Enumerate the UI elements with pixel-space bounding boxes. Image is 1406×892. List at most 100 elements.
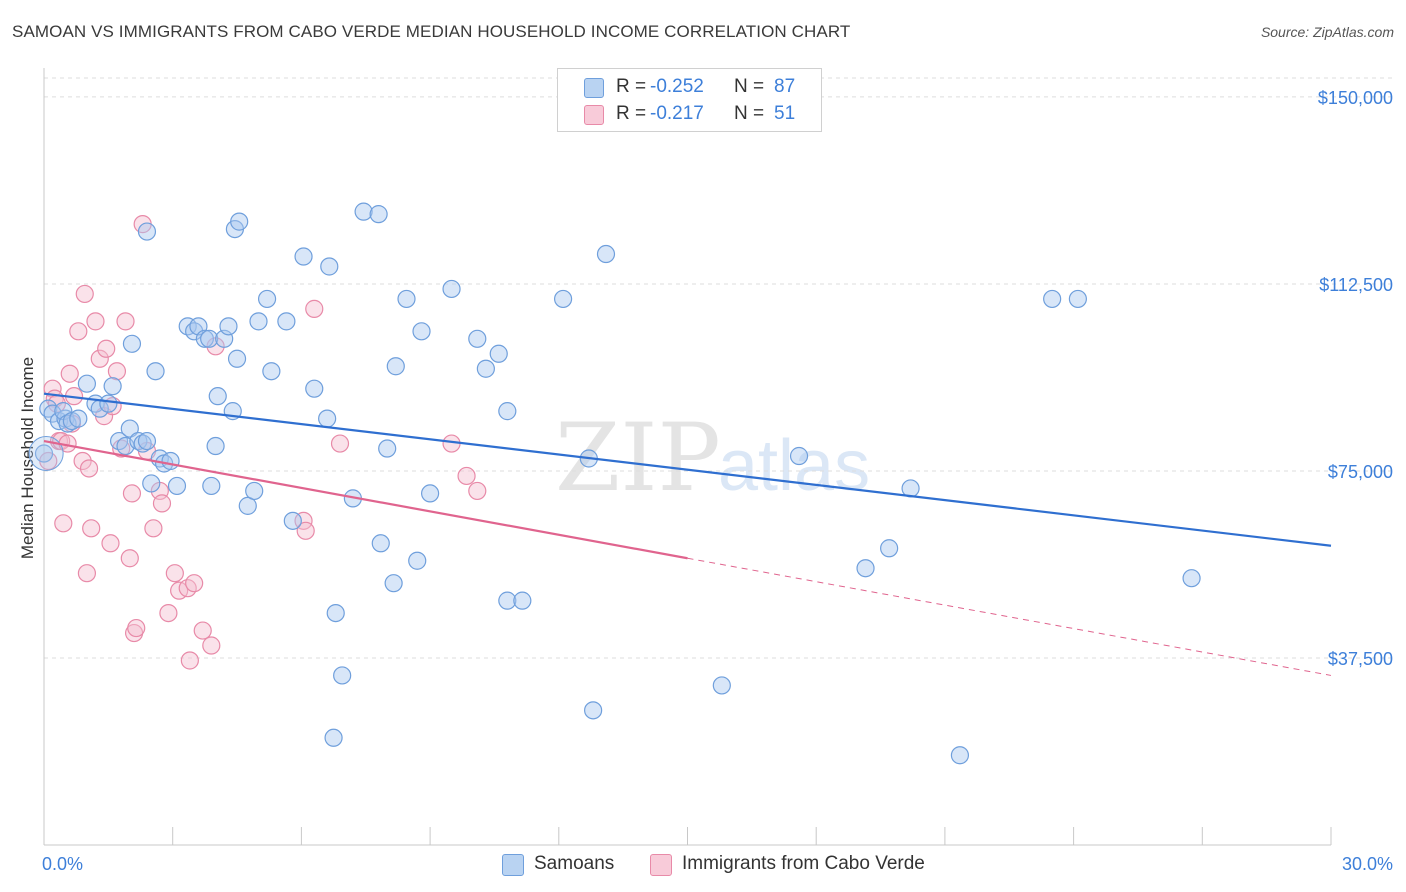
- cabo-verde-point: [101, 534, 120, 553]
- samoan-point: [712, 676, 731, 695]
- samoan-point: [137, 222, 157, 241]
- samoan-point: [354, 202, 373, 221]
- samoan-point: [219, 317, 238, 336]
- samoan-point: [200, 329, 219, 348]
- samoan-point: [277, 312, 296, 331]
- samoan-point: [397, 289, 416, 309]
- samoan-point: [468, 329, 487, 348]
- cabo-verde-point: [116, 312, 135, 331]
- legend-swatch-blue: [584, 78, 604, 98]
- cabo-verde-point: [457, 466, 476, 486]
- samoan-point: [206, 436, 225, 456]
- samoan-point: [856, 559, 875, 578]
- samoan-point: [378, 439, 397, 458]
- cabo-verde-point: [97, 339, 116, 358]
- legend-n-label: N =: [734, 76, 765, 97]
- cabo-verde-point: [296, 521, 315, 540]
- samoan-point: [167, 476, 187, 496]
- cabo-verde-point: [75, 284, 94, 304]
- samoan-point: [498, 591, 517, 610]
- samoan-point: [320, 257, 339, 276]
- samoan-point: [245, 481, 264, 501]
- samoan-point: [99, 394, 118, 413]
- samoan-point: [513, 591, 532, 610]
- legend: R = -0.252 N = 87 R = -0.217 N = 51: [557, 68, 822, 132]
- legend-n-value: 87: [774, 76, 796, 97]
- samoan-point: [371, 534, 390, 553]
- cabo-verde-point: [202, 636, 221, 655]
- legend-n-value: 51: [774, 103, 796, 124]
- cabo-verde-point: [193, 621, 212, 640]
- samoan-point: [137, 431, 157, 451]
- cabo-verde-point: [79, 459, 99, 478]
- cabo-verde-point: [107, 362, 127, 381]
- cabo-verde-point: [73, 451, 92, 471]
- y-tick-label: $150,000: [1318, 88, 1393, 108]
- cabo-verde-point: [330, 434, 350, 453]
- samoan-point: [384, 574, 403, 593]
- y-tick-label: $37,500: [1328, 649, 1393, 669]
- samoan-point: [386, 357, 405, 376]
- cabo-verde-point: [468, 481, 487, 501]
- legend-r-value: -0.252: [650, 76, 704, 97]
- samoan-trend-line: [43, 392, 1332, 547]
- samoan-point: [283, 511, 302, 530]
- x-tick-label: 30.0%: [1342, 854, 1393, 874]
- cabo-verde-point: [152, 494, 172, 513]
- bottom-legend-label: Immigrants from Cabo Verde: [682, 853, 925, 874]
- samoan-point: [161, 451, 180, 471]
- samoan-point: [1043, 289, 1062, 309]
- samoan-point: [230, 212, 249, 231]
- samoan-point: [305, 379, 324, 398]
- samoan-point: [208, 387, 227, 406]
- cabo-verde-point: [180, 651, 199, 670]
- legend-r-label: R =: [616, 76, 647, 97]
- samoan-point: [294, 247, 313, 266]
- samoan-point: [77, 374, 97, 393]
- cabo-verde-point: [82, 519, 101, 538]
- samoan-point: [789, 446, 809, 466]
- samoan-point: [442, 279, 461, 299]
- cabo-verde-point: [69, 322, 88, 341]
- legend-r-label: R =: [616, 103, 647, 124]
- cabo-verde-point: [159, 603, 178, 623]
- samoan-point: [596, 244, 616, 264]
- trend-lines: [43, 392, 1332, 676]
- cabo-verde-point: [185, 574, 204, 593]
- samoan-point: [553, 289, 573, 309]
- samoan-point: [238, 496, 257, 515]
- watermark: ZIP atlas: [555, 404, 870, 513]
- samoan-point: [408, 551, 427, 570]
- tick-labels: $37,500 $75,000 $112,500 $150,000 0.0% 30.0%: [42, 88, 1393, 874]
- samoan-point: [1182, 569, 1201, 588]
- cabo-verde-point: [127, 618, 146, 638]
- bottom-legend-swatch-blue: [502, 854, 524, 876]
- samoan-cluster-point: [28, 436, 64, 472]
- cabo-verde-trend-line: [43, 439, 688, 560]
- samoan-point: [326, 603, 345, 623]
- samoan-point: [257, 289, 277, 309]
- samoan-point: [584, 701, 603, 720]
- y-tick-label: $75,000: [1328, 462, 1393, 482]
- cabo-verde-trend-extension: [687, 557, 1332, 676]
- bottom-legend-label: Samoans: [534, 853, 615, 874]
- x-tick-label: 0.0%: [42, 854, 83, 874]
- watermark-atlas: atlas: [718, 426, 870, 506]
- samoan-point: [195, 329, 214, 348]
- cabo-verde-point: [60, 364, 79, 383]
- samoan-point: [333, 666, 352, 685]
- chart-title: SAMOAN VS IMMIGRANTS FROM CABO VERDE MED…: [12, 22, 851, 41]
- samoan-point: [498, 402, 517, 421]
- legend-swatch-pink: [584, 105, 604, 125]
- samoan-point: [262, 362, 281, 381]
- samoan-point: [318, 409, 337, 428]
- axes: [43, 68, 1332, 846]
- samoan-point: [146, 362, 165, 381]
- samoan-point: [1068, 289, 1087, 309]
- samoan-point: [950, 746, 970, 765]
- cabo-verde-point: [90, 349, 109, 368]
- cabo-verde-point: [122, 484, 142, 503]
- watermark-zip: ZIP: [555, 404, 721, 513]
- samoan-point: [324, 728, 343, 747]
